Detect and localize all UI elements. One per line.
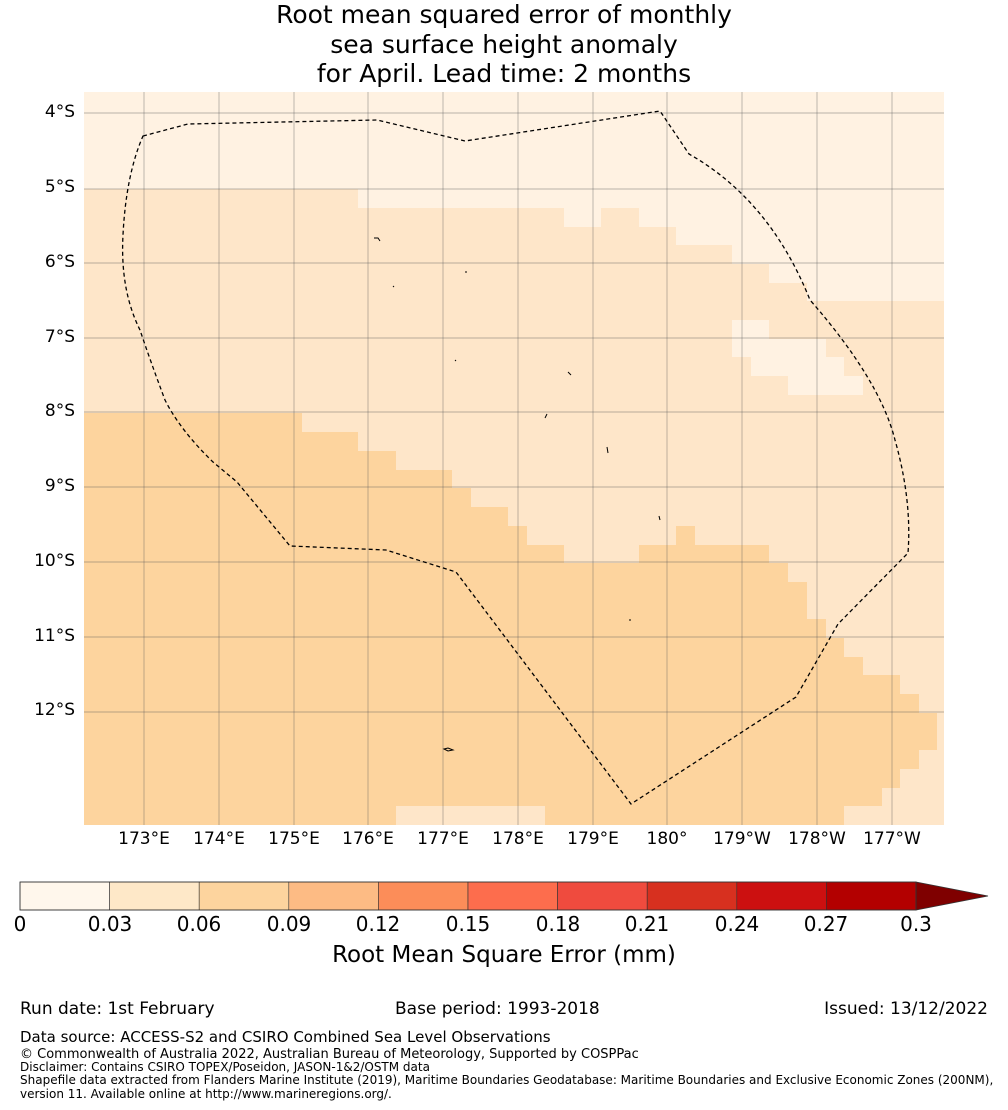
colorbar-cell <box>736 881 827 911</box>
data-source: Data source: ACCESS-S2 and CSIRO Combine… <box>20 1028 551 1046</box>
colorbar-cells <box>19 881 917 911</box>
lat-label: 12°S <box>34 700 75 720</box>
base-period: Base period: 1993-2018 <box>395 999 600 1019</box>
colorbar-outline <box>19 881 917 911</box>
title-line-2: sea surface height anomaly <box>330 29 678 59</box>
shapefile-credit-2: version 11. Available online at http://w… <box>20 1087 392 1101</box>
title-line-3: for April. Lead time: 2 months <box>316 59 692 88</box>
disclaimer: Disclaimer: Contains CSIRO TOPEX/Poseido… <box>20 1060 430 1074</box>
lon-label: 178°W <box>788 829 846 849</box>
colorbar-cell <box>826 881 917 911</box>
colorbar-cell <box>19 881 110 911</box>
lon-label: 179°W <box>713 829 771 849</box>
lat-label: 4°S <box>44 102 75 122</box>
lat-label: 8°S <box>44 401 75 421</box>
colorbar-cell <box>378 881 469 911</box>
copyright: © Commonwealth of Australia 2022, Austra… <box>20 1047 639 1062</box>
colorbar-tick: 0.21 <box>624 912 670 936</box>
colorbar-cell <box>288 881 379 911</box>
rmse-fill-regions <box>84 92 944 825</box>
colorbar-tick: 0.06 <box>176 912 222 936</box>
shapefile-credit-1: Shapefile data extracted from Flanders M… <box>20 1073 994 1087</box>
lon-label: 179°E <box>567 829 619 849</box>
lon-label: 176°E <box>342 829 394 849</box>
island <box>454 359 457 362</box>
colorbar-tick: 0.3 <box>900 912 932 936</box>
colorbar <box>19 881 989 911</box>
lon-label: 175°E <box>268 829 320 849</box>
colorbar-extend-arrow <box>915 881 989 911</box>
islands <box>374 237 661 752</box>
eez-boundary <box>121 110 910 805</box>
lat-label: 5°S <box>44 177 75 197</box>
island <box>658 515 661 521</box>
island <box>567 371 572 376</box>
lon-label: 173°E <box>118 829 170 849</box>
island <box>374 237 381 242</box>
lon-label: 180° <box>646 829 688 849</box>
lat-label: 9°S <box>44 476 75 496</box>
run-date: Run date: 1st February <box>20 999 215 1019</box>
colorbar-tick: 0.18 <box>535 912 581 936</box>
colorbar-tick: 0.09 <box>266 912 312 936</box>
lat-label: 6°S <box>44 252 75 272</box>
colorbar-cell <box>557 881 648 911</box>
island <box>442 747 455 752</box>
lon-label: 177°E <box>417 829 469 849</box>
lat-label: 10°S <box>34 551 75 571</box>
chart-title: Root mean squared error of monthly sea s… <box>0 0 1008 89</box>
lat-label: 7°S <box>44 327 75 347</box>
colorbar-cell <box>109 881 200 911</box>
issued-date: Issued: 13/12/2022 <box>824 999 988 1019</box>
graticule <box>84 92 944 825</box>
colorbar-label: Root Mean Square Error (mm) <box>332 942 676 968</box>
colorbar-tick: 0.12 <box>355 912 401 936</box>
rmse-region-level-3 <box>84 413 937 825</box>
colorbar-tick: 0.15 <box>445 912 491 936</box>
colorbar-tick: 0 <box>13 912 27 936</box>
colorbar-cell <box>198 881 290 911</box>
rmse-map <box>84 92 944 825</box>
colorbar-tick: 0.24 <box>714 912 760 936</box>
lat-label: 11°S <box>34 626 75 646</box>
lon-label: 178°E <box>492 829 544 849</box>
island <box>392 285 395 288</box>
colorbar-tick: 0.03 <box>87 912 133 936</box>
lon-label: 177°W <box>863 829 921 849</box>
colorbar-tick: 0.27 <box>803 912 849 936</box>
lon-label: 174°E <box>193 829 245 849</box>
island <box>544 413 548 419</box>
rmse-region-level-1-patch <box>732 320 863 395</box>
colorbar-cell <box>646 881 738 911</box>
colorbar-cell <box>467 881 558 911</box>
title-line-1: Root mean squared error of monthly <box>276 0 732 29</box>
island <box>606 446 609 454</box>
